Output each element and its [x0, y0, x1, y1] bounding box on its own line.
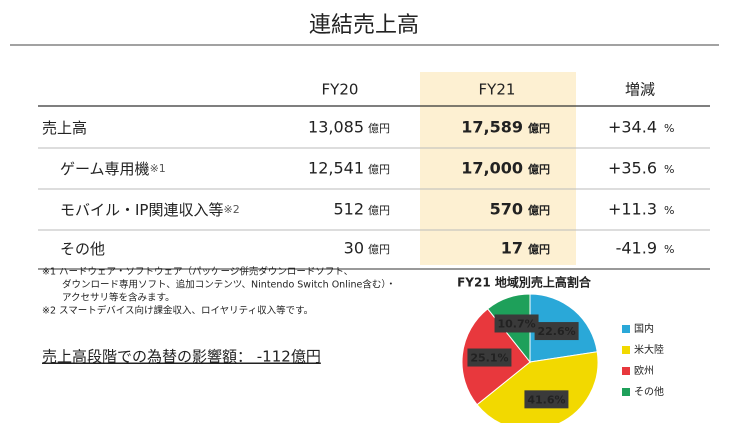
legend-swatch	[622, 346, 630, 354]
unit: 億円	[368, 243, 390, 256]
footnote: ※2 スマートデバイス向け課金収入、ロイヤリティ収入等です。	[42, 305, 313, 317]
legend-label: 欧州	[634, 365, 654, 377]
fy20-value: 30	[344, 239, 364, 258]
change-value: -41.9	[616, 239, 657, 258]
row-label-text: その他	[60, 240, 105, 258]
footnote: ※1 ハードウェア・ソフトウェア（パッケージ併売ダウンロードソフト、	[42, 266, 353, 278]
legend-swatch	[622, 367, 630, 375]
note-mark: ※1	[150, 162, 166, 175]
fy21-value: 570	[490, 200, 523, 219]
legend-label: その他	[634, 385, 664, 398]
unit: 億円	[528, 121, 550, 135]
row-label-text: モバイル・IP関連収入等	[60, 201, 223, 219]
fy21-highlight	[420, 72, 576, 265]
unit: 億円	[368, 122, 390, 135]
row-label: 売上高	[42, 119, 87, 137]
fy20-value: 12,541	[308, 159, 364, 178]
legend-swatch	[622, 325, 630, 333]
slide-title: 連結売上高	[309, 13, 419, 38]
unit: 億円	[528, 242, 550, 256]
unit: 億円	[528, 203, 550, 217]
row-label: その他	[60, 240, 105, 258]
row-label: ゲーム専用機※1	[60, 160, 166, 178]
value-label: 41.6%	[527, 393, 565, 406]
value-label: 22.6%	[538, 325, 576, 338]
row-label-text: ゲーム専用機	[60, 160, 150, 178]
fy21-value: 17,000	[461, 159, 523, 178]
fy20-value: 512	[333, 200, 364, 219]
legend-label: 米大陸	[634, 343, 664, 356]
change-value: +34.4	[608, 118, 657, 137]
unit: %	[664, 163, 674, 176]
value-label-box	[494, 314, 539, 333]
value-label-box	[524, 390, 569, 409]
fy20-value: 13,085	[308, 118, 364, 137]
unit: %	[664, 204, 674, 217]
row-label-text: 売上高	[42, 119, 87, 137]
column-header: FY20	[322, 81, 359, 99]
value-label-box	[534, 322, 579, 341]
value-label: 25.1%	[470, 352, 508, 365]
unit: %	[664, 122, 674, 135]
footnote: アクセサリ等を含みます。	[62, 292, 175, 304]
fy21-value: 17,589	[461, 118, 523, 137]
column-header: 増減	[625, 81, 655, 99]
unit: %	[664, 243, 674, 256]
legend-swatch	[622, 388, 630, 396]
value-label: 10.7%	[497, 317, 535, 330]
chart-title: FY21 地域別売上高割合	[457, 275, 592, 290]
note-mark: ※2	[223, 203, 239, 216]
footnote: ダウンロード専用ソフト、追加コンテンツ、Nintendo Switch Onli…	[62, 279, 396, 291]
unit: 億円	[528, 162, 550, 176]
fx-effect: 売上高段階での為替の影響額： -112億円	[42, 348, 321, 366]
column-header: FY21	[479, 81, 516, 99]
row-label: モバイル・IP関連収入等※2	[60, 201, 240, 219]
change-value: +11.3	[608, 200, 657, 219]
change-value: +35.6	[608, 159, 657, 178]
unit: 億円	[368, 163, 390, 176]
value-label-box	[467, 348, 512, 367]
fy21-value: 17	[501, 239, 523, 258]
legend-label: 国内	[634, 322, 654, 335]
unit: 億円	[368, 204, 390, 217]
